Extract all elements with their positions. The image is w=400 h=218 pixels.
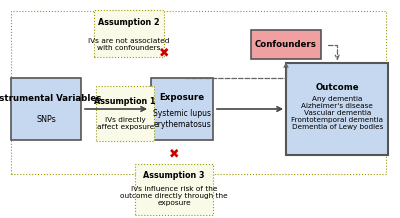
Text: Systemic lupus
erythematosus: Systemic lupus erythematosus [153,109,211,128]
Text: ✖: ✖ [169,147,179,160]
Text: Any dementia
Alzheimer's disease
Vascular dementia
Frontotemporal dementia
Demen: Any dementia Alzheimer's disease Vascula… [291,96,383,130]
Bar [96,86,154,141]
Bar [251,30,321,59]
Bar [11,78,81,140]
Bar [286,63,388,155]
Text: IVs directly
affect exposure: IVs directly affect exposure [96,117,154,130]
Text: Exposure: Exposure [160,92,204,102]
Bar [151,78,213,140]
Text: IVs influence risk of the
outcome directly through the
exposure: IVs influence risk of the outcome direct… [120,186,228,206]
Text: ✖: ✖ [159,46,169,59]
Text: Instrumental Variables: Instrumental Variables [0,94,102,103]
Text: Assumption 2: Assumption 2 [98,18,160,27]
Text: Assumption 1: Assumption 1 [94,97,156,106]
Text: Assumption 3: Assumption 3 [143,171,205,180]
Text: IVs are not associated
with confounders: IVs are not associated with confounders [88,38,170,51]
Bar [94,10,164,57]
Bar [135,164,213,215]
Text: Confounders: Confounders [255,40,317,49]
Text: Outcome: Outcome [315,83,359,92]
Text: SNPs: SNPs [36,115,56,124]
